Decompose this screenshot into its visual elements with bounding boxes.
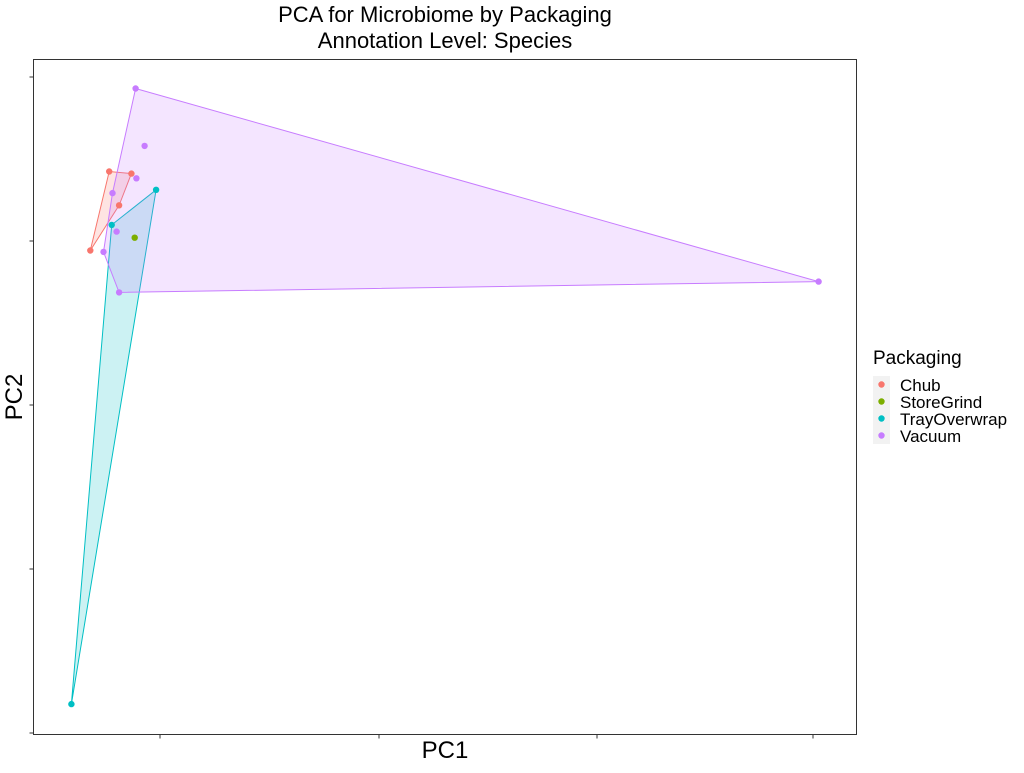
legend-key-storegrind	[878, 398, 885, 405]
legend-item-vacuum: Vacuum	[873, 427, 961, 446]
point-vacuum-4	[109, 189, 116, 197]
legend-item-trayoverwrap: TrayOverwrap	[873, 410, 1007, 429]
point-chub-3	[128, 170, 135, 177]
legend: Packaging ChubStoreGrindTrayOverwrapVacu…	[873, 348, 1007, 446]
chart-title-line-2: Annotation Level: Species	[318, 28, 572, 53]
point-trayoverwrap-3	[152, 186, 160, 193]
chart-title-line-1: PCA for Microbiome by Packaging	[278, 2, 612, 27]
hull-layer	[70, 87, 819, 705]
x-axis-label: PC1	[422, 737, 469, 764]
point-vacuum-6	[100, 248, 107, 256]
point-vacuum-5	[113, 228, 120, 235]
plot-panel	[33, 59, 857, 735]
hull-trayoverwrap	[70, 188, 157, 705]
point-chub-1	[87, 247, 94, 254]
legend-label-chub: Chub	[900, 376, 941, 395]
legend-label-vacuum: Vacuum	[900, 427, 961, 446]
point-trayoverwrap-2	[108, 221, 115, 229]
point-vacuum-7	[115, 289, 123, 296]
legend-key-chub	[878, 381, 885, 388]
point-chub-2	[106, 168, 113, 175]
legend-label-storegrind: StoreGrind	[900, 393, 982, 412]
point-vacuum-2	[141, 142, 148, 150]
legend-label-trayoverwrap: TrayOverwrap	[900, 410, 1007, 429]
legend-title: Packaging	[873, 348, 962, 369]
point-trayoverwrap-1	[68, 700, 75, 708]
point-layer	[68, 85, 822, 708]
legend-key-trayoverwrap	[878, 415, 885, 422]
point-chub-4	[115, 202, 123, 209]
legend-item-storegrind: StoreGrind	[873, 393, 982, 412]
point-vacuum-3	[133, 175, 140, 182]
point-storegrind-1	[131, 234, 138, 241]
tick-layer	[29, 76, 814, 739]
legend-item-chub: Chub	[873, 376, 941, 395]
y-axis-label: PC2	[1, 374, 28, 421]
point-vacuum-1	[132, 85, 139, 92]
point-vacuum-8	[815, 278, 822, 285]
hull-vacuum	[102, 87, 819, 293]
legend-key-vacuum	[878, 432, 885, 439]
